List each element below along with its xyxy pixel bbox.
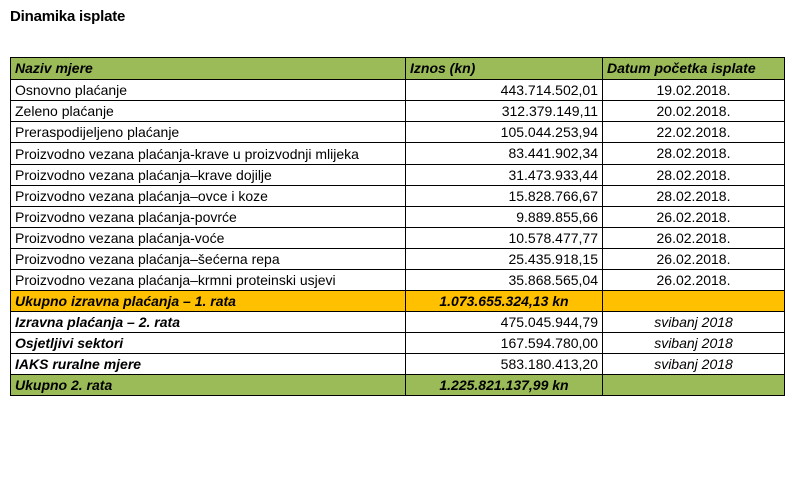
row-amount: 583.180.413,20 bbox=[405, 353, 603, 375]
table-row: Zeleno plaćanje 312.379.149,11 20.02.201… bbox=[10, 100, 785, 122]
row-amount: 35.868.565,04 bbox=[405, 269, 603, 291]
row-amount: 312.379.149,11 bbox=[405, 100, 603, 122]
total-name: Ukupno 2. rata bbox=[10, 374, 406, 396]
table-row: Proizvodno vezana plaćanja-voće 10.578.4… bbox=[10, 227, 785, 249]
table-row: Preraspodijeljeno plaćanje 105.044.253,9… bbox=[10, 121, 785, 143]
row-amount: 475.045.944,79 bbox=[405, 311, 603, 333]
row-name: Proizvodno vezana plaćanja-voće bbox=[10, 227, 406, 249]
row-amount: 167.594.780,00 bbox=[405, 332, 603, 354]
row-date: 26.02.2018. bbox=[602, 206, 785, 228]
header-amount: Iznos (kn) bbox=[405, 57, 603, 80]
row-amount: 83.441.902,34 bbox=[405, 142, 603, 165]
table-row: Proizvodno vezana plaćanja–krave dojilje… bbox=[10, 164, 785, 186]
header-name: Naziv mjere bbox=[10, 57, 406, 80]
table-row: Proizvodno vezana plaćanja–ovce i koze 1… bbox=[10, 185, 785, 207]
table-row: Osjetljivi sektori 167.594.780,00 sviban… bbox=[10, 332, 785, 354]
row-amount: 10.578.477,77 bbox=[405, 227, 603, 249]
row-amount: 9.889.855,66 bbox=[405, 206, 603, 228]
table-header-row: Naziv mjere Iznos (kn) Datum početka isp… bbox=[10, 57, 785, 80]
total-row-rata-2: Ukupno 2. rata 1.225.821.137,99 kn bbox=[10, 374, 785, 396]
table-row: Osnovno plaćanje 443.714.502,01 19.02.20… bbox=[10, 79, 785, 101]
subtotal-name: Ukupno izravna plaćanja – 1. rata bbox=[10, 290, 406, 312]
total-amount: 1.225.821.137,99 kn bbox=[405, 374, 603, 396]
row-name: Zeleno plaćanje bbox=[10, 100, 406, 122]
row-name: Osjetljivi sektori bbox=[10, 332, 406, 354]
row-date: svibanj 2018 bbox=[602, 353, 785, 375]
row-amount: 25.435.918,15 bbox=[405, 248, 603, 270]
row-date: 20.02.2018. bbox=[602, 100, 785, 122]
row-name: Proizvodno vezana plaćanja-krave u proiz… bbox=[10, 142, 406, 165]
table-row: Proizvodno vezana plaćanja–šećerna repa … bbox=[10, 248, 785, 270]
row-date: 26.02.2018. bbox=[602, 227, 785, 249]
table-row: Proizvodno vezana plaćanja-krave u proiz… bbox=[10, 142, 785, 165]
row-amount: 443.714.502,01 bbox=[405, 79, 603, 101]
row-date: 28.02.2018. bbox=[602, 185, 785, 207]
row-date: 26.02.2018. bbox=[602, 248, 785, 270]
row-name: Osnovno plaćanje bbox=[10, 79, 406, 101]
row-date: 26.02.2018. bbox=[602, 269, 785, 291]
table-row: Izravna plaćanja – 2. rata 475.045.944,7… bbox=[10, 311, 785, 333]
row-date: 28.02.2018. bbox=[602, 164, 785, 186]
row-date: svibanj 2018 bbox=[602, 311, 785, 333]
row-date: 19.02.2018. bbox=[602, 79, 785, 101]
row-amount: 15.828.766,67 bbox=[405, 185, 603, 207]
subtotal-date bbox=[602, 290, 785, 312]
row-amount: 105.044.253,94 bbox=[405, 121, 603, 143]
total-date bbox=[602, 374, 785, 396]
row-name: Preraspodijeljeno plaćanje bbox=[10, 121, 406, 143]
row-date: svibanj 2018 bbox=[602, 332, 785, 354]
row-name: Izravna plaćanja – 2. rata bbox=[10, 311, 406, 333]
document-title: Dinamika isplate bbox=[10, 8, 126, 25]
row-name: Proizvodno vezana plaćanja–krmni protein… bbox=[10, 269, 406, 291]
row-amount: 31.473.933,44 bbox=[405, 164, 603, 186]
table-row: IAKS ruralne mjere 583.180.413,20 sviban… bbox=[10, 353, 785, 375]
table-row: Proizvodno vezana plaćanja-povrće 9.889.… bbox=[10, 206, 785, 228]
row-name: IAKS ruralne mjere bbox=[10, 353, 406, 375]
row-name: Proizvodno vezana plaćanja-povrće bbox=[10, 206, 406, 228]
row-name: Proizvodno vezana plaćanja–ovce i koze bbox=[10, 185, 406, 207]
row-name: Proizvodno vezana plaćanja–krave dojilje bbox=[10, 164, 406, 186]
payout-table: Naziv mjere Iznos (kn) Datum početka isp… bbox=[10, 57, 785, 396]
row-name: Proizvodno vezana plaćanja–šećerna repa bbox=[10, 248, 406, 270]
subtotal-amount: 1.073.655.324,13 kn bbox=[405, 290, 603, 312]
subtotal-row-rata-1: Ukupno izravna plaćanja – 1. rata 1.073.… bbox=[10, 290, 785, 312]
table-row: Proizvodno vezana plaćanja–krmni protein… bbox=[10, 269, 785, 291]
header-date: Datum početka isplate bbox=[602, 57, 785, 80]
row-date: 22.02.2018. bbox=[602, 121, 785, 143]
row-date: 28.02.2018. bbox=[602, 142, 785, 165]
